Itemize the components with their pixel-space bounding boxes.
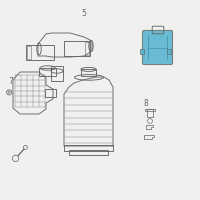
Bar	[45, 89, 56, 97]
Bar	[27, 46, 31, 59]
Bar	[167, 49, 171, 54]
Bar	[147, 109, 153, 117]
Bar	[145, 109, 155, 111]
Bar	[39, 68, 56, 76]
Bar	[85, 42, 89, 55]
Text: 5: 5	[82, 9, 86, 19]
Circle shape	[12, 155, 19, 162]
Text: 7: 7	[9, 76, 13, 86]
Bar	[64, 145, 113, 151]
Text: 8: 8	[144, 98, 148, 108]
Bar	[51, 66, 63, 81]
Bar	[140, 49, 144, 54]
FancyBboxPatch shape	[142, 30, 173, 65]
Bar	[81, 69, 96, 76]
Bar	[26, 45, 54, 60]
Circle shape	[23, 145, 27, 149]
Bar	[64, 41, 90, 56]
Bar	[69, 150, 108, 155]
